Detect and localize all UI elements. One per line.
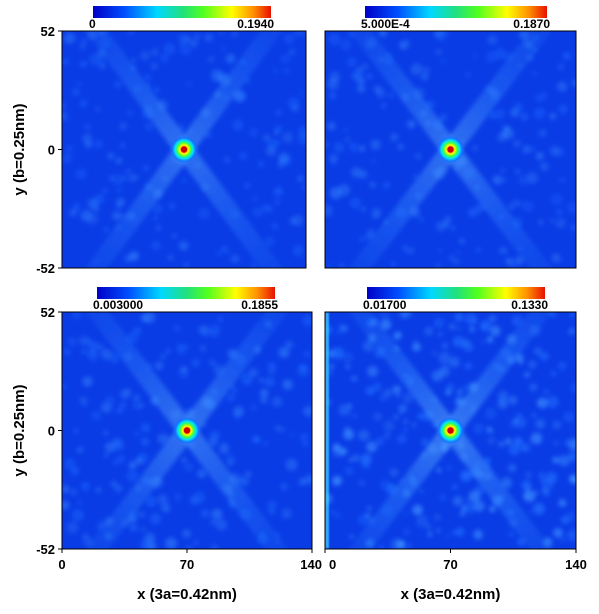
colorbar-max-label: 0.1940 — [237, 17, 274, 31]
heatmap-peak-core — [447, 146, 454, 153]
heatmap-panel-top-right: 5.000E-4 0.1870 — [324, 6, 577, 269]
y-tick-label: -52 — [36, 542, 55, 557]
x-tick-label: 0 — [329, 557, 336, 572]
colorbar-min-label: 0 — [89, 17, 96, 31]
heatmap-panel-top-left: 0 0.1940 52 0 -52 y (b=0.25nm) — [11, 6, 307, 276]
x-axis-label: x (3a=0.42nm) — [401, 586, 501, 603]
colorbar — [93, 6, 271, 18]
heatmap-frame — [324, 30, 577, 269]
colorbar-min-label: 0.003000 — [93, 298, 143, 312]
heatmap-peak-core — [180, 146, 188, 153]
y-tick-label: -52 — [36, 261, 55, 276]
colorbar-min-label: 5.000E-4 — [361, 17, 410, 31]
x-tick-label: 0 — [58, 557, 65, 572]
colorbar-max-label: 0.1330 — [511, 298, 548, 312]
y-tick-label: 52 — [41, 305, 55, 320]
y-tick-label: 52 — [41, 24, 55, 39]
colorbar-min-label: 0.01700 — [363, 298, 407, 312]
colorbar-max-label: 0.1855 — [241, 298, 278, 312]
y-axis-label: y (b=0.25nm) — [11, 103, 28, 195]
colorbar-max-label: 0.1870 — [513, 17, 550, 31]
heatmap-edge-strip — [325, 312, 329, 549]
colorbar — [97, 287, 275, 299]
y-tick-label: 0 — [48, 424, 55, 439]
heatmap-panel-bottom-right: 0.01700 0.1330 0 70 140 x (3a=0.42nm) — [324, 287, 587, 603]
colorbar — [367, 287, 545, 299]
x-tick-label: 140 — [300, 557, 322, 572]
x-tick-label: 70 — [443, 557, 457, 572]
x-axis-label: x (3a=0.42nm) — [137, 586, 237, 603]
x-tick-label: 70 — [180, 557, 194, 572]
heatmap-peak-core — [447, 427, 454, 434]
y-axis-label: y (b=0.25nm) — [11, 384, 28, 476]
colorbar — [365, 6, 547, 18]
x-tick-label: 140 — [565, 557, 587, 572]
heatmap-peak-core — [183, 427, 191, 434]
y-tick-label: 0 — [48, 143, 55, 158]
